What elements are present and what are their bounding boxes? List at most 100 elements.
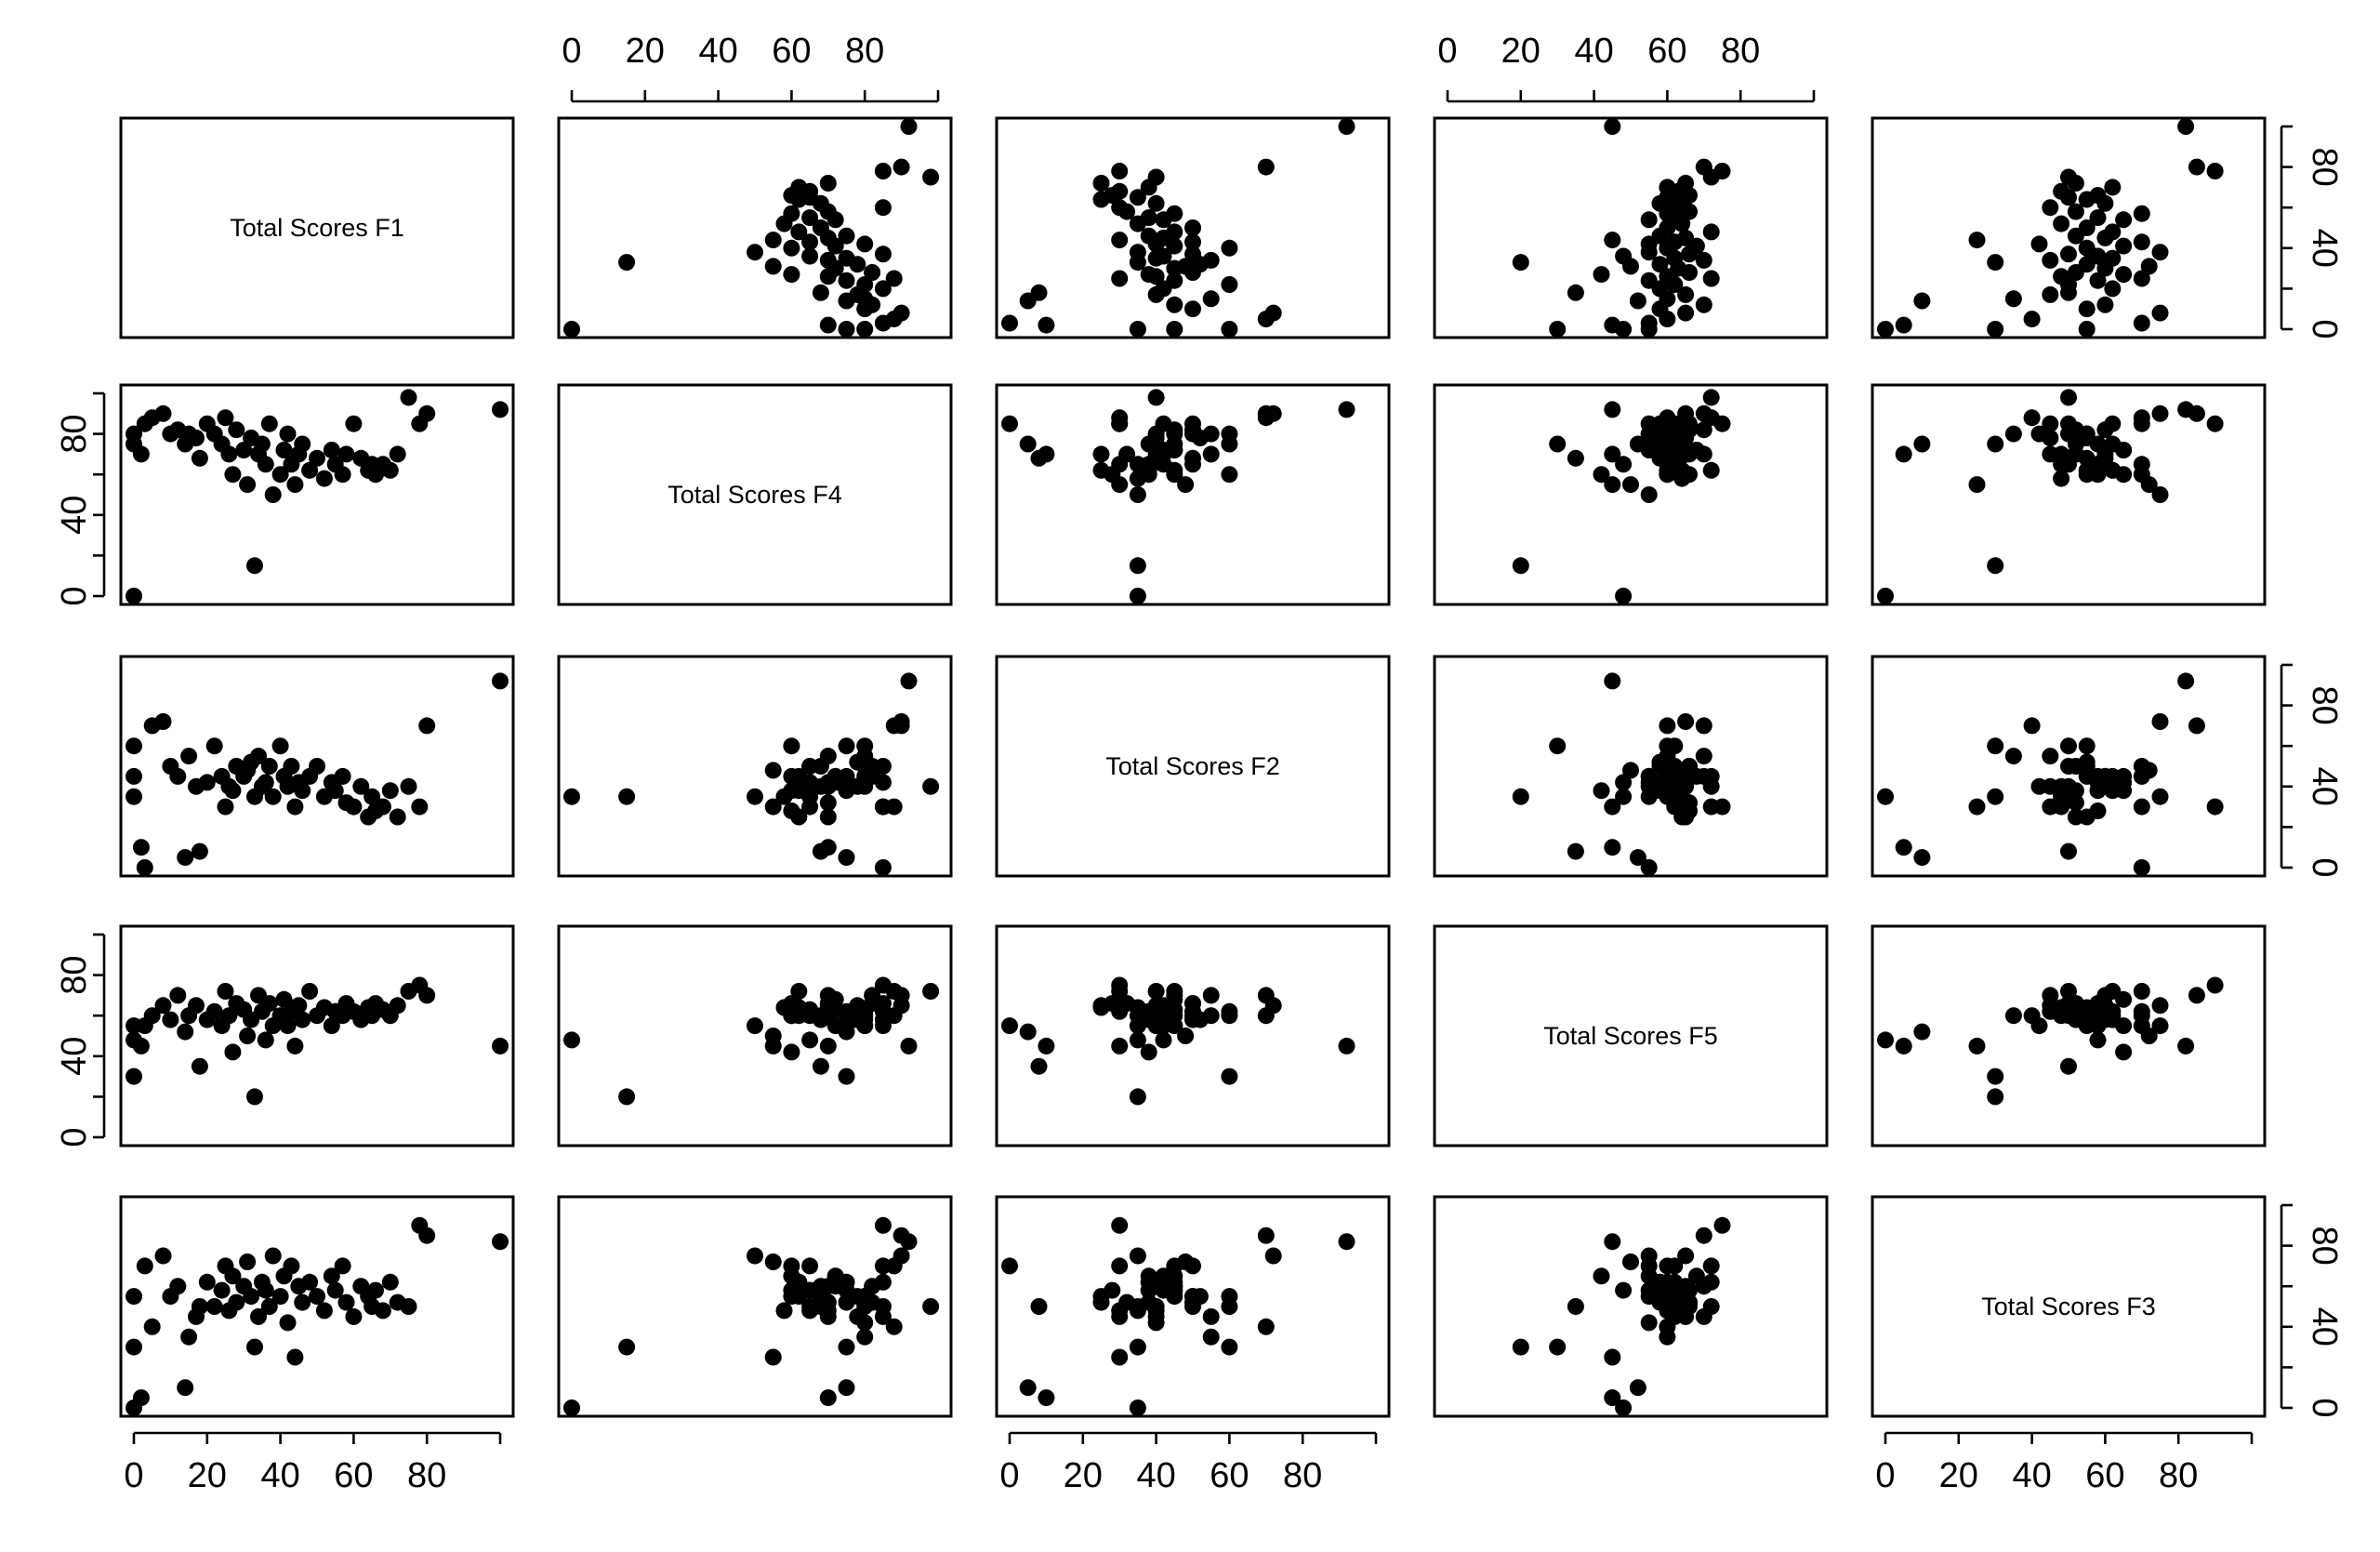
panel-r2-c2: Total Scores F4 (557, 383, 953, 606)
data-point (783, 995, 800, 1013)
data-point (874, 280, 892, 298)
data-point (856, 1017, 874, 1035)
data-point (1659, 179, 1676, 196)
data-point (1166, 272, 1183, 289)
data-point (874, 1216, 892, 1234)
x-tick-label: 40 (2012, 1456, 2051, 1495)
data-point (345, 798, 363, 816)
data-point (264, 1247, 282, 1265)
data-point (1155, 997, 1172, 1015)
data-point (2078, 737, 2096, 755)
data-point (260, 758, 278, 775)
data-point (1659, 1328, 1676, 1346)
data-point (188, 997, 205, 1015)
data-point (367, 1281, 384, 1299)
data-point (246, 1088, 263, 1106)
data-point (1549, 435, 1567, 453)
data-point (783, 1043, 800, 1061)
data-point (1640, 425, 1658, 443)
y-tick-label: 40 (2305, 229, 2344, 268)
data-point (1202, 987, 1220, 1004)
data-point (2042, 748, 2059, 765)
data-point (1257, 158, 1275, 176)
data-point (1512, 557, 1529, 575)
panel-r1-c4 (1433, 116, 1829, 339)
data-point (819, 1037, 837, 1055)
data-point (826, 1267, 844, 1285)
data-point (1629, 292, 1646, 310)
data-point (764, 1037, 782, 1055)
data-point (2060, 415, 2077, 432)
data-point (2089, 803, 2107, 819)
data-point (1567, 449, 1584, 467)
data-point (1677, 1293, 1695, 1311)
data-point (1147, 1314, 1165, 1332)
data-point (2042, 251, 2059, 269)
data-point (2060, 245, 2077, 263)
data-point (126, 767, 142, 785)
data-point (1702, 389, 1720, 406)
data-point (2104, 415, 2122, 432)
data-point (1338, 1233, 1355, 1251)
data-point (775, 1302, 793, 1320)
data-point (323, 1267, 340, 1285)
data-point (1111, 456, 1129, 473)
data-point (2053, 268, 2070, 285)
data-point (618, 1338, 636, 1356)
data-point (1968, 1037, 1986, 1055)
data-point (838, 1379, 855, 1397)
data-point (838, 849, 855, 867)
data-point (337, 1293, 355, 1311)
y-tick-label: 0 (55, 586, 94, 605)
data-point (1640, 314, 1658, 332)
x-tick-label: 60 (1210, 1456, 1249, 1495)
data-point (2060, 758, 2077, 775)
data-point (1968, 232, 1986, 249)
x-tick-label: 80 (845, 32, 884, 71)
data-point (1104, 1281, 1121, 1299)
data-point (892, 304, 910, 322)
data-point (819, 175, 837, 192)
data-point (1038, 1037, 1055, 1055)
y-tick-label: 40 (55, 1037, 94, 1076)
data-point (874, 163, 892, 179)
data-point (301, 983, 319, 1000)
data-point (1166, 296, 1183, 313)
data-point (819, 794, 837, 812)
data-point (257, 774, 274, 791)
data-point (1338, 118, 1355, 135)
panel-r3-c3: Total Scores F2 (995, 655, 1391, 878)
panel-r3-c1 (119, 655, 515, 878)
data-point (191, 449, 208, 467)
data-point (1593, 266, 1610, 284)
data-point (1111, 1216, 1129, 1234)
data-point (783, 767, 800, 785)
data-point (1659, 717, 1676, 735)
panel-r5-c4 (1433, 1195, 1829, 1418)
data-point (838, 272, 855, 289)
data-point (2078, 758, 2096, 775)
panel-r4-c3 (995, 924, 1391, 1147)
data-point (1129, 557, 1146, 575)
data-point (1166, 466, 1183, 484)
data-point (1702, 223, 1720, 241)
data-point (1640, 1267, 1658, 1285)
data-point (2133, 767, 2150, 785)
data-point (213, 1281, 231, 1299)
data-point (1987, 1088, 2004, 1106)
data-point (177, 1379, 194, 1397)
data-point (2133, 270, 2150, 287)
data-point (1147, 168, 1165, 186)
data-point (279, 1314, 297, 1332)
data-point (2206, 976, 2224, 994)
data-point (2078, 219, 2096, 236)
data-point (1221, 1288, 1238, 1306)
data-point (154, 1247, 172, 1265)
data-point (1987, 557, 2004, 575)
data-point (1702, 1298, 1720, 1315)
data-point (801, 209, 819, 227)
data-point (819, 1293, 837, 1311)
panel-frame (119, 116, 515, 339)
